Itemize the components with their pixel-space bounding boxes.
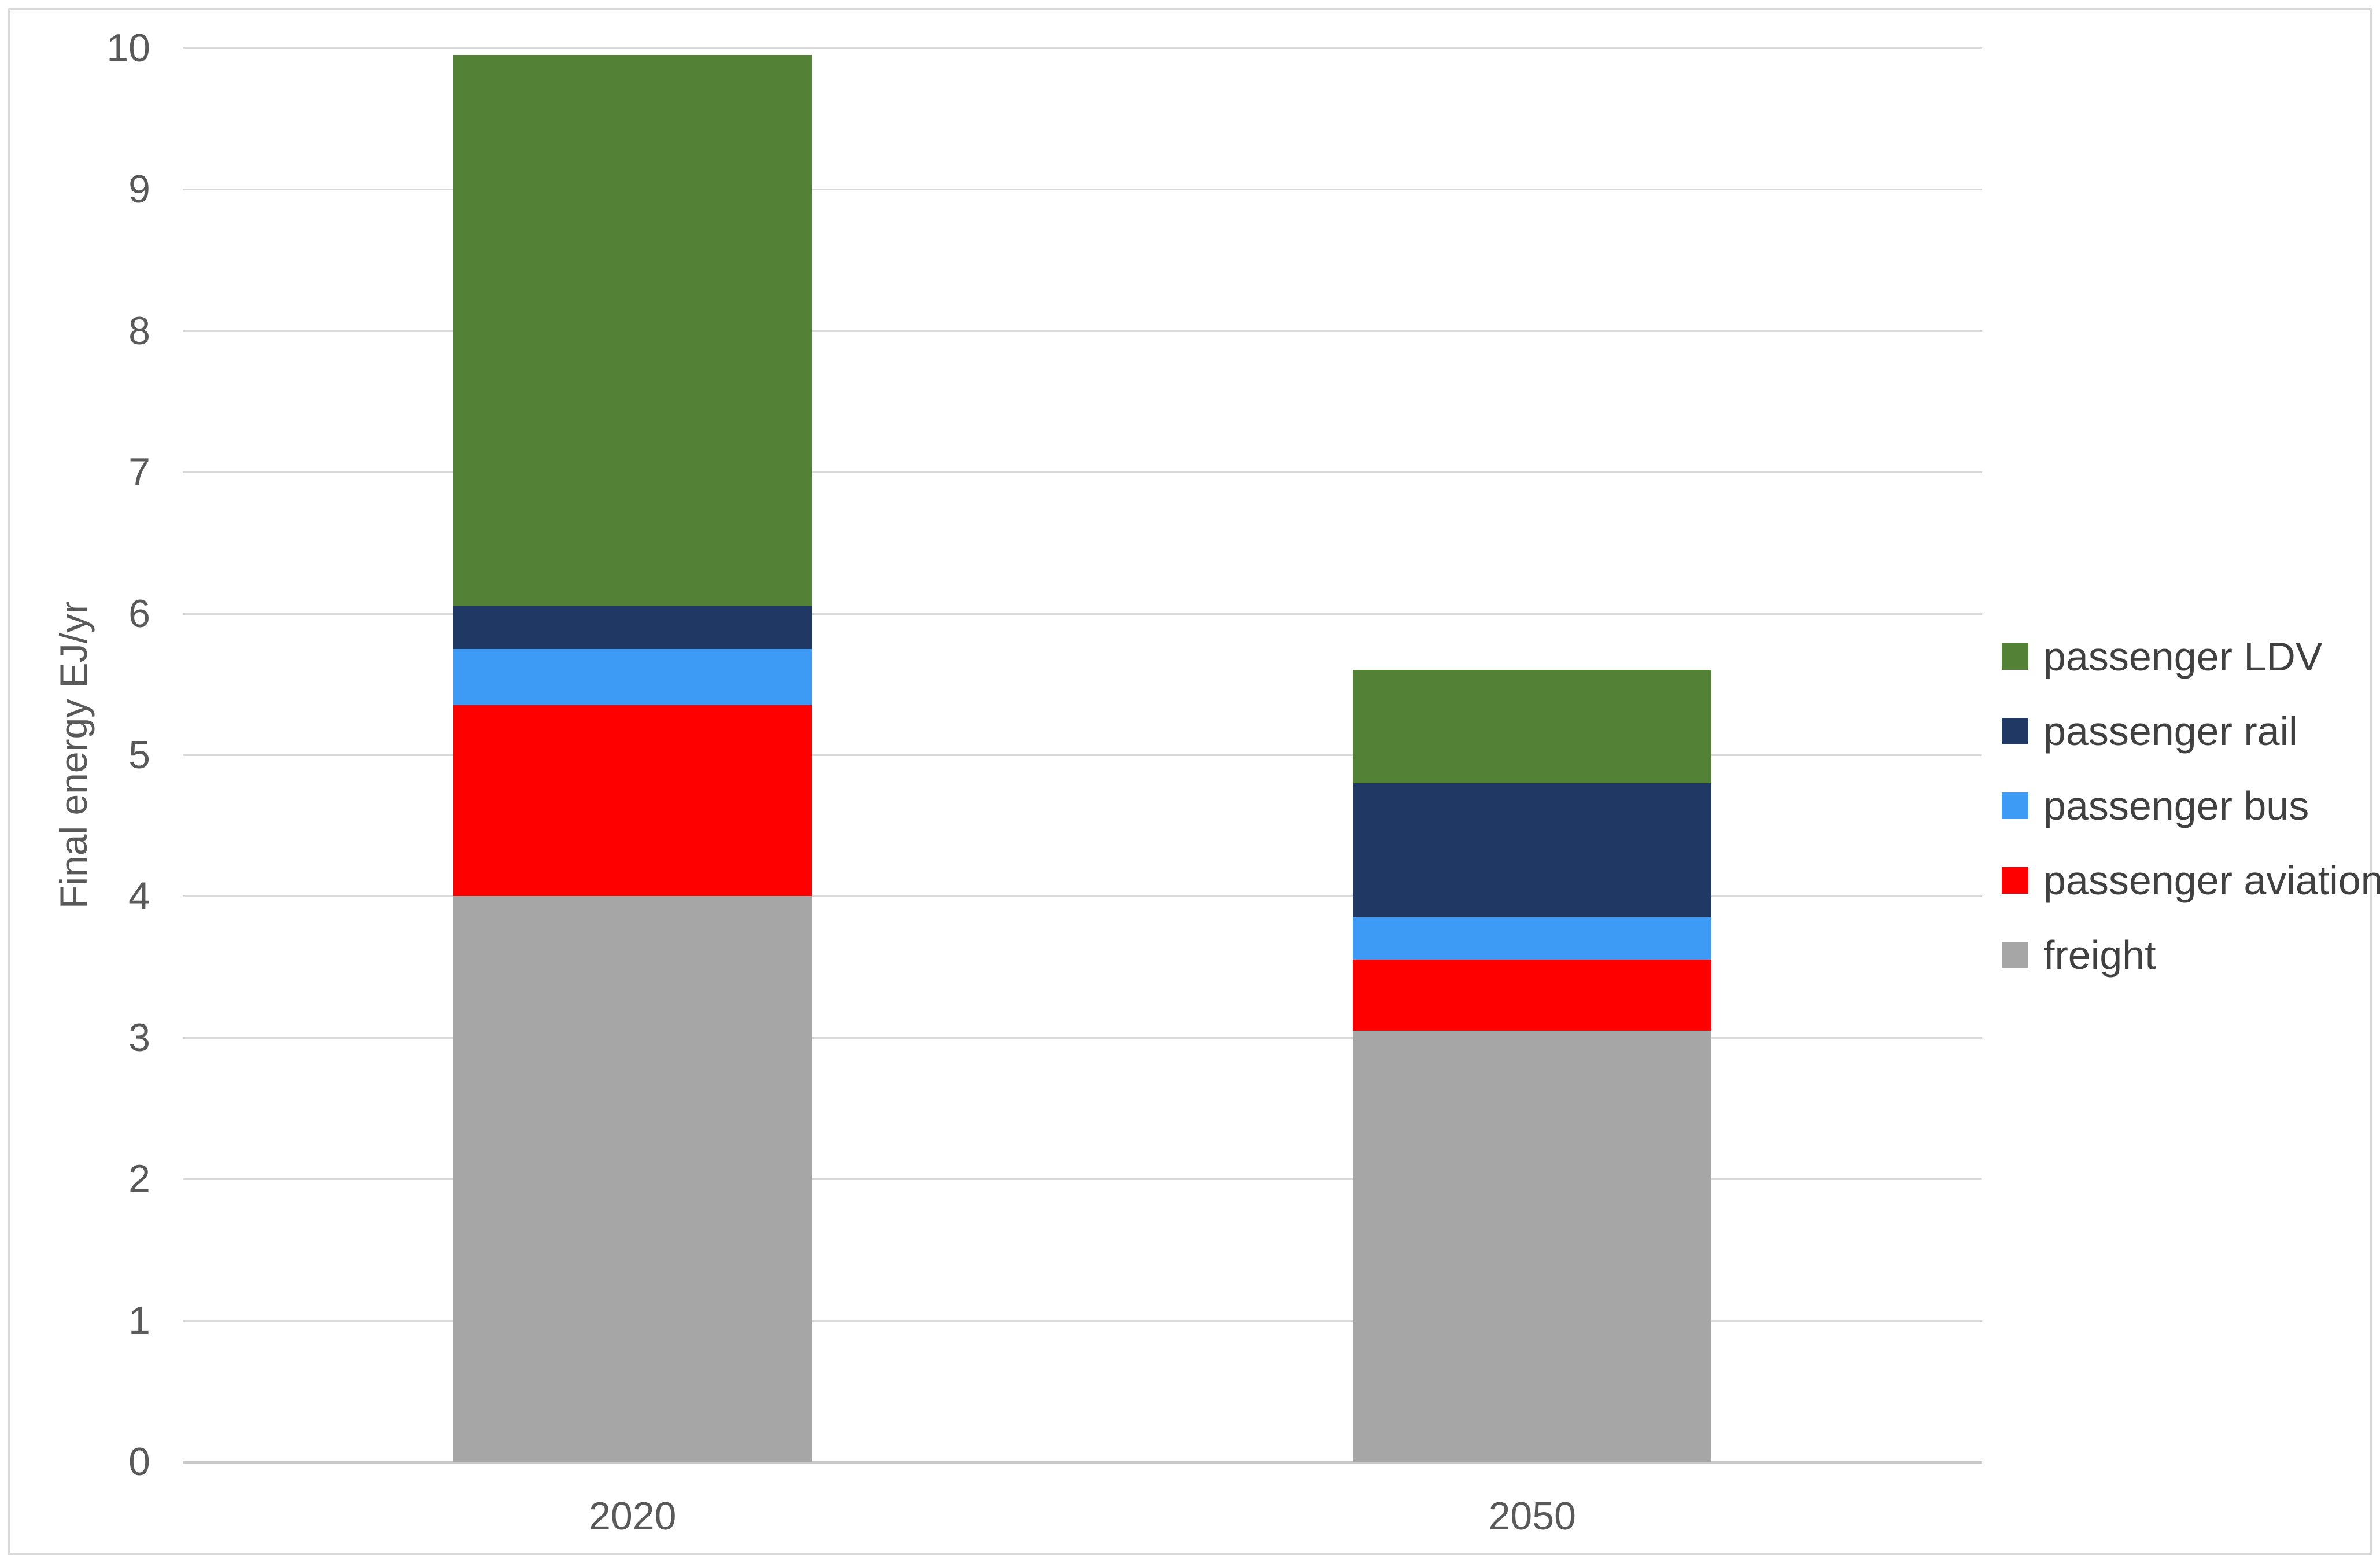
chart-frame: Final energy EJ/yr 0 1 2 3 4 5 6 7 8 9 10 2020 2050 …	[8, 8, 2380, 1555]
bar-segment-passenger-LDV-2020	[453, 55, 812, 607]
legend-swatch-icon	[2002, 867, 2028, 894]
legend-swatch-icon	[2002, 643, 2028, 670]
y-tick-label: 8	[128, 308, 150, 353]
bar-segment-passenger-aviation-2050	[1353, 960, 1712, 1031]
y-tick-label: 0	[128, 1440, 150, 1484]
legend-swatch-icon	[2002, 792, 2028, 819]
legend-label: passenger aviation	[2043, 858, 2380, 903]
bar-segment-passenger-rail-2050	[1353, 783, 1712, 918]
gridline	[183, 1178, 1982, 1181]
gridline	[183, 47, 1982, 49]
y-tick-label: 4	[128, 874, 150, 919]
legend-label: passenger rail	[2043, 709, 2298, 754]
y-tick-label: 2	[128, 1157, 150, 1201]
legend-item-passenger-rail: passenger rail	[2002, 705, 2298, 758]
y-tick-label: 10	[106, 26, 150, 70]
gridline	[183, 189, 1982, 191]
legend-label: freight	[2043, 932, 2156, 978]
legend-label: passenger LDV	[2043, 634, 2323, 679]
x-axis-line	[183, 1461, 1982, 1464]
y-tick-label: 5	[128, 733, 150, 777]
y-tick-label: 1	[128, 1298, 150, 1343]
legend-item-passenger-aviation: passenger aviation	[2002, 854, 2380, 907]
x-category-label: 2020	[589, 1494, 677, 1538]
legend-item-passenger-bus: passenger bus	[2002, 779, 2309, 832]
x-category-label: 2050	[1488, 1494, 1576, 1538]
gridline	[183, 1037, 1982, 1039]
bar-segment-freight-2020	[453, 896, 812, 1462]
bar-segment-passenger-LDV-2050	[1353, 670, 1712, 783]
bar-segment-freight-2050	[1353, 1030, 1712, 1462]
gridline	[183, 613, 1982, 615]
gridline	[183, 754, 1982, 756]
y-tick-label: 3	[128, 1015, 150, 1060]
gridline	[183, 1319, 1982, 1322]
bar-segment-passenger-aviation-2020	[453, 705, 812, 897]
gridline	[183, 330, 1982, 332]
y-tick-label: 7	[128, 450, 150, 495]
bar-segment-passenger-bus-2050	[1353, 917, 1712, 960]
y-tick-label: 6	[128, 591, 150, 636]
gridline	[183, 471, 1982, 474]
legend-item-passenger-LDV: passenger LDV	[2002, 630, 2323, 683]
bar-segment-passenger-bus-2020	[453, 648, 812, 706]
legend-item-freight: freight	[2002, 928, 2156, 982]
y-tick-label: 9	[128, 167, 150, 212]
legend-label: passenger bus	[2043, 783, 2309, 828]
legend-swatch-icon	[2002, 718, 2028, 744]
gridline	[183, 895, 1982, 898]
legend-swatch-icon	[2002, 942, 2028, 968]
bar-segment-passenger-rail-2020	[453, 606, 812, 649]
